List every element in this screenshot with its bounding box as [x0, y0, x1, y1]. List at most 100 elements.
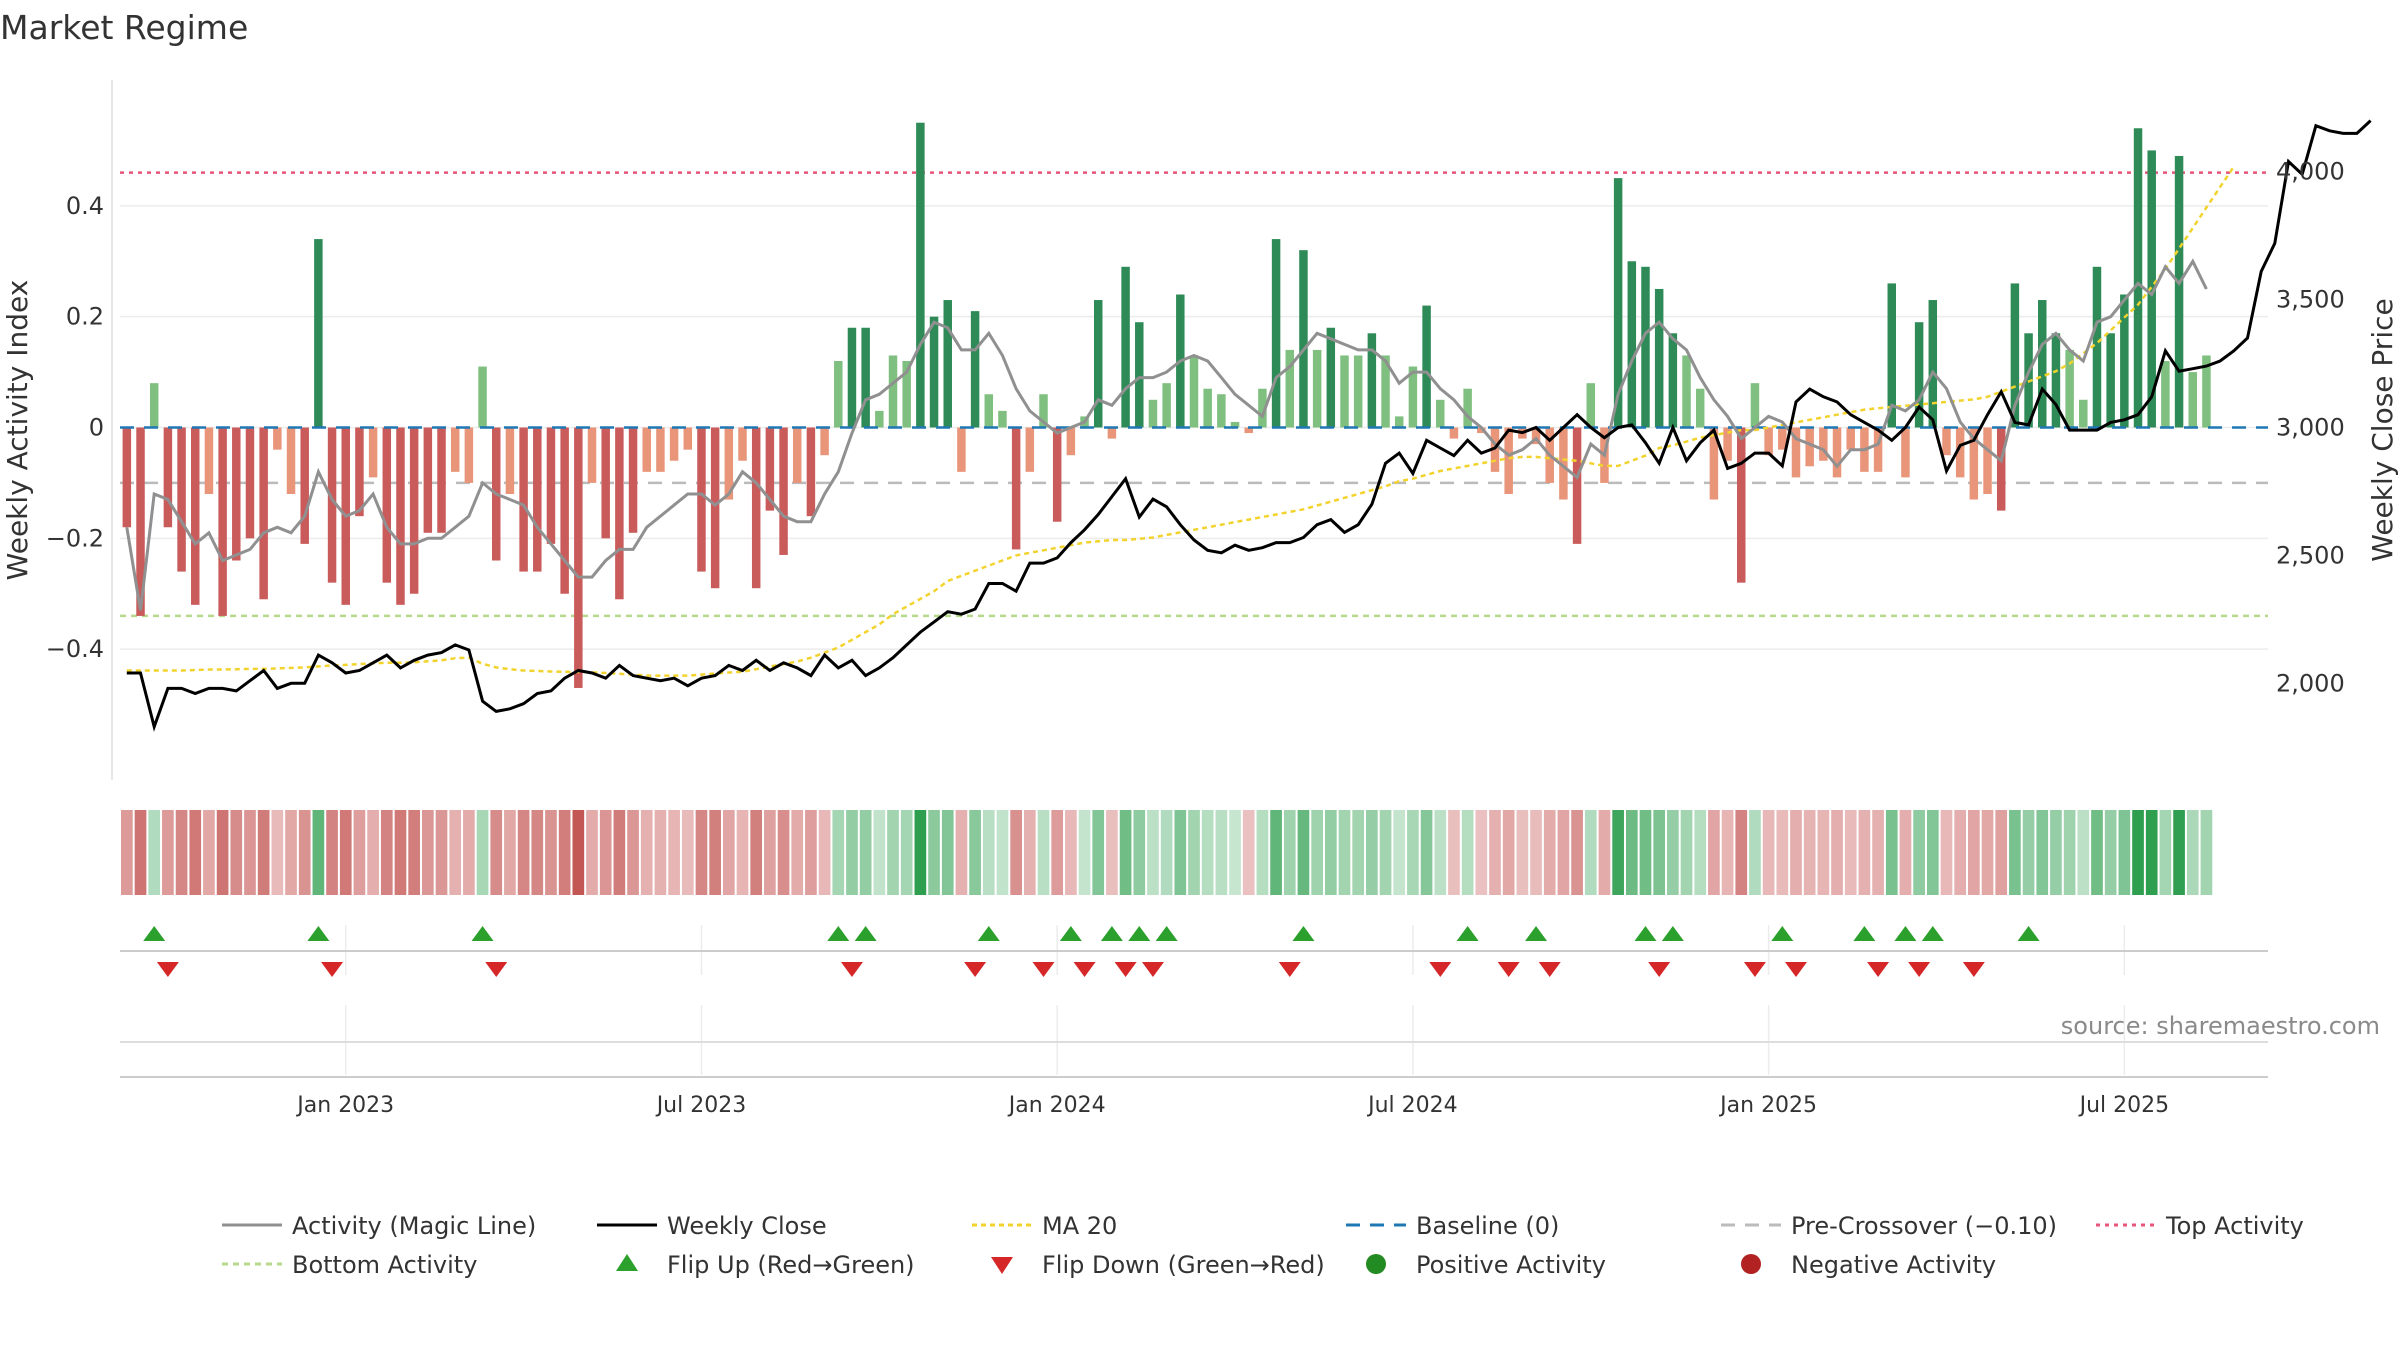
activity-bar [970, 311, 980, 428]
activity-bar [697, 427, 706, 572]
activity-bar [1135, 322, 1144, 428]
heat-cell [2159, 810, 2172, 895]
left-axis-title: Weekly Activity Index [1, 280, 34, 581]
heat-cell [1762, 810, 1775, 895]
activity-bar [314, 239, 323, 428]
activity-bar [888, 355, 898, 428]
activity-bar [1983, 427, 1992, 494]
flip-down-marker [964, 962, 987, 977]
activity-bar [628, 427, 638, 533]
heat-cell [1776, 810, 1789, 895]
activity-bar [1504, 427, 1513, 494]
heat-cell [1530, 810, 1542, 895]
right-tick-label: 2,500 [2276, 541, 2345, 569]
legend-swatch-posdot [1366, 1254, 1386, 1274]
left-tick-label: 0.4 [66, 192, 104, 220]
activity-bar [1367, 333, 1377, 428]
heat-cell [1229, 810, 1241, 895]
heat-cell [1352, 810, 1365, 895]
heat-cell [476, 810, 489, 895]
heat-cell [832, 810, 845, 895]
activity-bar [669, 427, 679, 461]
activity-bar [122, 427, 132, 528]
activity-bar [1901, 427, 1910, 478]
activity-bar [2120, 294, 2129, 428]
activity-bar [300, 427, 309, 544]
flip-up-marker [143, 926, 166, 941]
activity-bar [505, 427, 515, 494]
activity-bar [1955, 427, 1965, 478]
activity-bar [1353, 355, 1363, 428]
heat-cell [1133, 810, 1146, 895]
activity-bar [1107, 427, 1117, 439]
heat-cell [969, 810, 981, 895]
activity-bar [1217, 394, 1226, 428]
heat-cell [695, 810, 708, 895]
heat-cell [394, 810, 407, 895]
flip-down-marker [1962, 962, 1985, 977]
heat-cell [435, 810, 448, 895]
flip-down-marker [1429, 962, 1452, 977]
activity-bar [464, 427, 474, 483]
heat-cell [1407, 810, 1419, 895]
heat-cell [1283, 810, 1296, 895]
activity-bar [2038, 300, 2047, 428]
flip-down-marker [1497, 962, 1520, 977]
heat-cell [1338, 810, 1351, 895]
heat-cell [1270, 810, 1282, 895]
activity-bar [1422, 305, 1431, 428]
heat-cell [599, 810, 612, 895]
flip-down-marker [1073, 962, 1096, 977]
heat-cell [2063, 810, 2076, 895]
heat-cell [2009, 810, 2021, 895]
activity-bar [533, 427, 542, 572]
right-axis-title: Weekly Close Price [2366, 298, 2399, 561]
activity-bar [738, 427, 747, 461]
flip-up-marker [1771, 926, 1794, 941]
grid [120, 205, 2268, 1075]
activity-bar [916, 122, 925, 428]
activity-bar [1285, 349, 1295, 428]
left-tick-label: 0.2 [66, 303, 104, 331]
legend-label-ma: MA 20 [1042, 1212, 1117, 1240]
heat-cell [1106, 810, 1118, 895]
activity-bar [2092, 266, 2102, 428]
heat-cell [2091, 810, 2103, 895]
activity-bar [751, 427, 761, 589]
activity-bar [724, 427, 734, 500]
left-tick-label: −0.2 [46, 524, 104, 552]
activity-bar [423, 427, 433, 533]
activity-bar [574, 427, 583, 688]
flip-up-marker [1634, 926, 1657, 941]
heat-cell [1393, 810, 1406, 895]
flip-down-marker [1908, 962, 1931, 977]
activity-bar [273, 427, 282, 450]
activity-bar [382, 427, 392, 583]
heat-cell [900, 810, 913, 895]
heat-cell [1817, 810, 1830, 895]
heat-cell [189, 810, 202, 895]
heat-cell [421, 810, 434, 895]
heat-cell [1543, 810, 1556, 895]
activity-bar [615, 427, 624, 600]
heat-cell [1981, 810, 1994, 895]
left-tick-label: 0 [89, 414, 104, 442]
heat-cell [285, 810, 297, 895]
left-tick-label: −0.4 [46, 635, 104, 663]
activity-bar [1449, 427, 1459, 439]
activity-bar [232, 427, 241, 561]
heat-cell [914, 810, 927, 895]
activity-bar [396, 427, 405, 605]
activity-bar [1914, 322, 1924, 428]
heat-cell [545, 810, 557, 895]
heat-cell [531, 810, 544, 895]
heat-cell [1968, 810, 1980, 895]
flip-up-marker [854, 926, 877, 941]
legend-label-posdot: Positive Activity [1416, 1251, 1606, 1279]
activity-bar [902, 361, 911, 428]
heat-cell [148, 810, 161, 895]
activity-bar [1490, 427, 1500, 472]
flip-down-marker [1867, 962, 1890, 977]
activity-bar [409, 427, 419, 594]
heat-cell [230, 810, 243, 895]
